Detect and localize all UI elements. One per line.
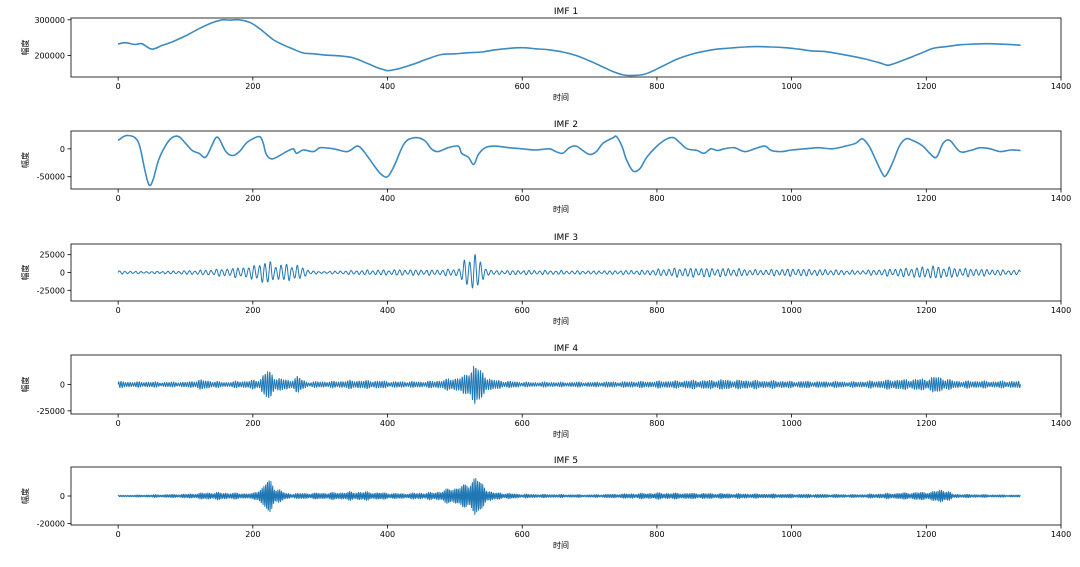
- y-tick-label: -25000: [37, 286, 65, 295]
- y-tick-label: 0: [60, 381, 65, 390]
- series-line-imf-1: [117, 18, 1021, 77]
- x-tick-label: 1400: [1051, 82, 1071, 91]
- y-axis-label: 幅度: [20, 377, 30, 393]
- x-tick-label: 0: [116, 194, 121, 203]
- x-tick-label: 1400: [1051, 530, 1071, 539]
- y-tick-label: 0: [60, 269, 65, 278]
- y-tick-label: 0: [60, 492, 65, 501]
- x-tick-label: 400: [380, 194, 395, 203]
- x-tick-label: 800: [649, 82, 664, 91]
- x-tick-label: 800: [649, 306, 664, 315]
- series-line-imf-2: [117, 134, 1021, 187]
- x-tick-label: 200: [245, 419, 260, 428]
- x-axis-label: 时间: [553, 316, 569, 326]
- x-tick-label: 1200: [916, 530, 936, 539]
- x-tick-label: 1200: [916, 419, 936, 428]
- x-tick-label: 800: [649, 419, 664, 428]
- x-tick-label: 1000: [781, 82, 801, 91]
- x-tick-label: 200: [245, 194, 260, 203]
- subplot-title: IMF 2: [554, 120, 578, 130]
- subplot-imf-5: IMF 5 0 200 400 600 800 1000 1200 1400 -20000 0 时间 幅…: [20, 456, 1071, 550]
- series-line-imf-3: [117, 254, 1021, 289]
- x-tick-label: 1000: [781, 306, 801, 315]
- x-tick-label: 1000: [781, 530, 801, 539]
- subplot-title: IMF 5: [554, 456, 578, 466]
- x-axis-label: 时间: [553, 540, 569, 550]
- y-axis-label: 幅度: [20, 152, 30, 168]
- axes-frame: [70, 17, 1062, 78]
- axes-frame: [70, 130, 1062, 190]
- subplot-title: IMF 3: [554, 233, 578, 243]
- x-tick-label: 1000: [781, 419, 801, 428]
- y-tick-label: -50000: [37, 173, 65, 182]
- subplot-title: IMF 4: [554, 344, 578, 354]
- x-tick-label: 200: [245, 306, 260, 315]
- subplot-imf-3: IMF 3 0 200 400 600 800 1000 1200 1400 -25000 0 250…: [20, 233, 1071, 326]
- x-tick-label: 400: [380, 419, 395, 428]
- x-tick-label: 1400: [1051, 306, 1071, 315]
- x-tick-label: 200: [245, 530, 260, 539]
- x-tick-label: 800: [649, 530, 664, 539]
- series-line-imf-5: [117, 478, 1021, 515]
- x-axis-label: 时间: [553, 429, 569, 439]
- subplot-imf-4: IMF 4 0 200 400 600 800 1000 1200 1400 -25000 0 时间 幅…: [20, 344, 1071, 439]
- y-tick-label: 300000: [34, 16, 65, 25]
- y-axis-label: 幅度: [20, 40, 30, 56]
- x-tick-label: 400: [380, 82, 395, 91]
- x-tick-label: 600: [515, 419, 530, 428]
- x-tick-label: 1200: [916, 306, 936, 315]
- x-tick-label: 1400: [1051, 419, 1071, 428]
- x-tick-label: 0: [116, 419, 121, 428]
- y-tick-label: 200000: [34, 52, 65, 61]
- x-tick-label: 600: [515, 194, 530, 203]
- x-tick-label: 1200: [916, 194, 936, 203]
- x-axis-label: 时间: [553, 204, 569, 214]
- x-axis-label: 时间: [553, 92, 569, 102]
- x-tick-label: 1400: [1051, 194, 1071, 203]
- y-tick-label: -25000: [37, 407, 65, 416]
- x-tick-label: 1200: [916, 82, 936, 91]
- x-tick-label: 0: [116, 82, 121, 91]
- x-tick-label: 600: [515, 530, 530, 539]
- y-axis-label: 幅度: [20, 265, 30, 281]
- subplot-title: IMF 1: [554, 7, 578, 17]
- y-tick-label: -20000: [37, 520, 65, 529]
- x-tick-label: 400: [380, 306, 395, 315]
- x-tick-label: 600: [515, 82, 530, 91]
- series-line-imf-4: [117, 365, 1021, 405]
- x-tick-label: 800: [649, 194, 664, 203]
- x-tick-label: 400: [380, 530, 395, 539]
- x-tick-label: 1000: [781, 194, 801, 203]
- y-axis-label: 幅度: [20, 488, 30, 504]
- x-tick-label: 600: [515, 306, 530, 315]
- y-tick-label: 25000: [40, 251, 65, 260]
- x-tick-label: 0: [116, 306, 121, 315]
- x-tick-label: 0: [116, 530, 121, 539]
- subplot-imf-2: IMF 2 0 200 400 600 800 1000 1200 1400 -50000 0 时间 幅…: [20, 120, 1071, 214]
- y-tick-label: 0: [60, 145, 65, 154]
- subplot-imf-1: IMF 1 0 200 400 600 800 1000 1200 1400 200000 3000…: [20, 7, 1071, 102]
- x-tick-label: 200: [245, 82, 260, 91]
